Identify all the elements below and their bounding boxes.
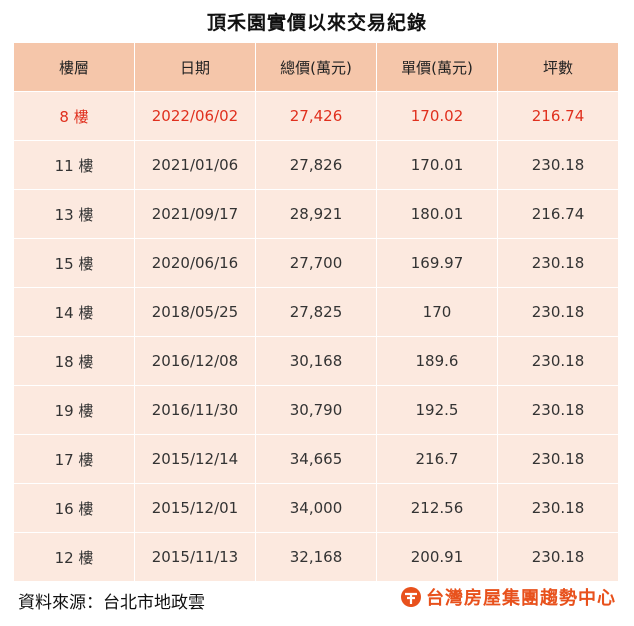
cell-floor: 17 樓 [13, 434, 135, 484]
cell-floor: 12 樓 [13, 532, 135, 582]
table-row: 17 樓 2015/12/14 34,665 216.7 230.18 [13, 434, 619, 484]
cell-unit-price: 200.91 [376, 532, 498, 582]
cell-area: 216.74 [497, 189, 619, 239]
column-header-date: 日期 [134, 42, 256, 92]
cell-floor: 18 樓 [13, 336, 135, 386]
cell-area: 230.18 [497, 238, 619, 288]
cell-area: 230.18 [497, 385, 619, 435]
table-row: 11 樓 2021/01/06 27,826 170.01 230.18 [13, 140, 619, 190]
cell-area: 230.18 [497, 140, 619, 190]
cell-area: 230.18 [497, 336, 619, 386]
cell-area: 230.18 [497, 532, 619, 582]
table-row: 19 樓 2016/11/30 30,790 192.5 230.18 [13, 385, 619, 435]
cell-unit-price: 170.02 [376, 91, 498, 141]
table-header-row: 樓層 日期 總價(萬元) 單價(萬元) 坪數 [13, 42, 619, 92]
cell-date: 2015/12/14 [134, 434, 256, 484]
cell-date: 2015/11/13 [134, 532, 256, 582]
cell-floor: 8 樓 [13, 91, 135, 141]
cell-floor: 15 樓 [13, 238, 135, 288]
transaction-table: 樓層 日期 總價(萬元) 單價(萬元) 坪數 8 樓 2022/06/02 27,4… [13, 42, 619, 582]
cell-unit-price: 212.56 [376, 483, 498, 533]
cell-date: 2018/05/25 [134, 287, 256, 337]
table-body: 8 樓 2022/06/02 27,426 170.02 216.74 11 樓 2021/… [13, 91, 619, 582]
cell-total-price: 30,168 [255, 336, 377, 386]
cell-total-price: 32,168 [255, 532, 377, 582]
source-note: 資料來源：台北市地政雲 [18, 593, 205, 613]
cell-total-price: 30,790 [255, 385, 377, 435]
cell-date: 2022/06/02 [134, 91, 256, 141]
cell-date: 2021/09/17 [134, 189, 256, 239]
column-header-unit-price: 單價(萬元) [376, 42, 498, 92]
cell-unit-price: 189.6 [376, 336, 498, 386]
cell-total-price: 27,700 [255, 238, 377, 288]
table-row: 13 樓 2021/09/17 28,921 180.01 216.74 [13, 189, 619, 239]
cell-area: 216.74 [497, 91, 619, 141]
column-header-area: 坪數 [497, 42, 619, 92]
cell-total-price: 27,426 [255, 91, 377, 141]
taiwan-realty-logo-icon [401, 587, 421, 607]
cell-total-price: 34,000 [255, 483, 377, 533]
cell-floor: 16 樓 [13, 483, 135, 533]
brand-logo: 台灣房屋集團趨勢中心 [400, 584, 616, 610]
cell-date: 2016/11/30 [134, 385, 256, 435]
cell-area: 230.18 [497, 483, 619, 533]
column-header-total-price: 總價(萬元) [255, 42, 377, 92]
table-title: 頂禾園實價以來交易紀錄 [206, 12, 427, 34]
cell-total-price: 27,825 [255, 287, 377, 337]
cell-date: 2021/01/06 [134, 140, 256, 190]
brand-name: 台灣房屋集團趨勢中心 [426, 588, 616, 609]
cell-floor: 11 樓 [13, 140, 135, 190]
cell-unit-price: 192.5 [376, 385, 498, 435]
table-row: 14 樓 2018/05/25 27,825 170 230.18 [13, 287, 619, 337]
cell-total-price: 28,921 [255, 189, 377, 239]
cell-area: 230.18 [497, 434, 619, 484]
table-row: 16 樓 2015/12/01 34,000 212.56 230.18 [13, 483, 619, 533]
cell-unit-price: 170 [376, 287, 498, 337]
cell-unit-price: 170.01 [376, 140, 498, 190]
cell-floor: 13 樓 [13, 189, 135, 239]
cell-floor: 14 樓 [13, 287, 135, 337]
table-row: 8 樓 2022/06/02 27,426 170.02 216.74 [13, 91, 619, 141]
table-row: 12 樓 2015/11/13 32,168 200.91 230.18 [13, 532, 619, 582]
cell-area: 230.18 [497, 287, 619, 337]
cell-date: 2015/12/01 [134, 483, 256, 533]
cell-total-price: 34,665 [255, 434, 377, 484]
cell-floor: 19 樓 [13, 385, 135, 435]
cell-unit-price: 216.7 [376, 434, 498, 484]
cell-unit-price: 169.97 [376, 238, 498, 288]
table-row: 15 樓 2020/06/16 27,700 169.97 230.18 [13, 238, 619, 288]
cell-total-price: 27,826 [255, 140, 377, 190]
cell-date: 2016/12/08 [134, 336, 256, 386]
cell-unit-price: 180.01 [376, 189, 498, 239]
cell-date: 2020/06/16 [134, 238, 256, 288]
column-header-floor: 樓層 [13, 42, 135, 92]
table-row: 18 樓 2016/12/08 30,168 189.6 230.18 [13, 336, 619, 386]
